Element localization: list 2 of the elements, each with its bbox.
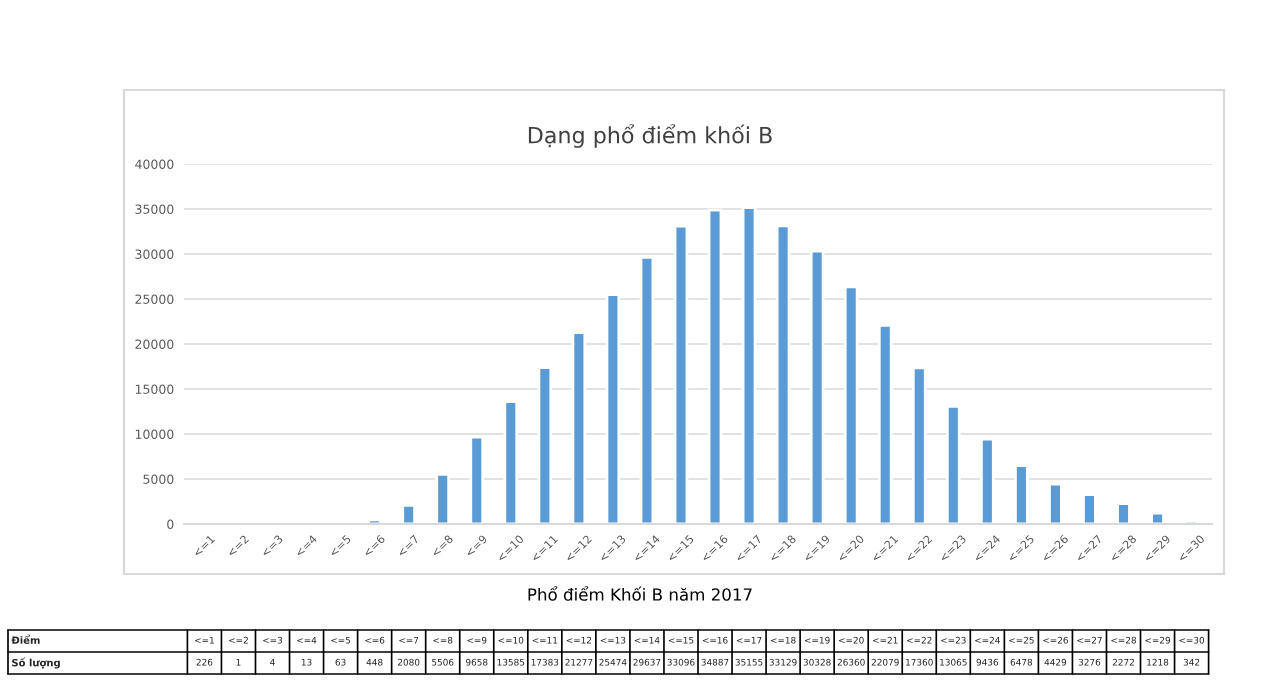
text: Phổ điểm Khối B năm 2017: [528, 586, 752, 601]
chart-title: Dạng phổ điểm khối B: [528, 124, 772, 148]
